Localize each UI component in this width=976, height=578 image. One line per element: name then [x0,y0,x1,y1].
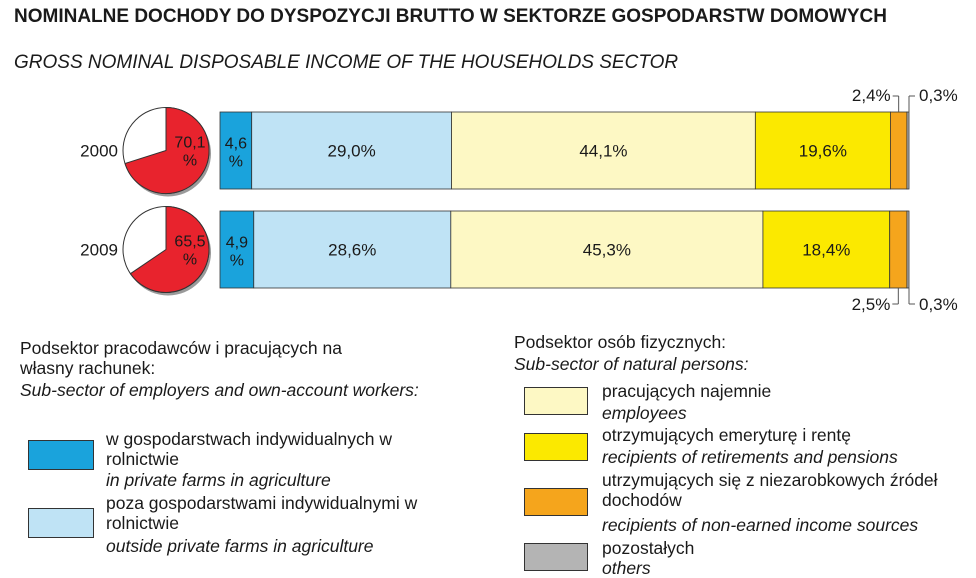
legend-label-outside-farms: poza gospodarstwami indywidualnymi w rol… [106,493,418,533]
pie-slice-2009 [129,205,210,293]
data-label-2009-outside_farms: 28,6% [328,241,376,260]
legend-label-private-farms-en: in private farms in agriculture [106,470,331,490]
legend-swatch-retirement [524,433,588,461]
legend-swatch-others [524,543,588,571]
bar-2000-non_earned [889,111,908,190]
bar-2009-non_earned [889,210,908,289]
legend-group2-title: Podsektor osób fizycznych: [514,332,727,352]
bar-2009-employees [450,210,764,289]
legend-label-others-en: others [602,558,651,578]
bar-2000-private_farms [219,111,253,190]
data-label-2000-retirement: 19,6% [799,142,847,161]
legend-swatch-outside-farms [28,508,94,538]
data-label-2009-employees: 45,3% [583,241,631,260]
data-label-2000-private_farms: 4,6 [225,136,247,153]
legend-swatch-non-earned [524,488,588,516]
legend-label-retirement-en: recipients of retirements and pensions [602,447,898,467]
callout-label-2009-others: 0,3% [919,295,958,314]
legend-group1-subtitle: Sub-sector of employers and own-account … [20,380,419,400]
legend-label-non-earned: utrzymujących się z niezarobkowych źróde… [602,470,938,510]
pie-label-2000-unit: % [183,153,197,170]
data-label-2009-retirement: 18,4% [802,241,850,260]
chart-subtitle: GROSS NOMINAL DISPOSABLE INCOME OF THE H… [14,52,679,73]
bar-2009-retirement [762,210,891,289]
data-label-2000-private_farms-unit: % [229,154,243,171]
data-label-2009-private_farms: 4,9 [226,235,248,252]
bar-2000-employees [451,111,756,190]
legend-swatch-employees [524,387,588,415]
legend-group2-subtitle: Sub-sector of natural persons: [514,354,749,374]
bar-2009-outside_farms [253,210,452,289]
category-label-2009: 2009 [80,241,118,260]
pie-label-2000: 70,1 [174,135,205,152]
bar-2009-private_farms [219,210,255,289]
callout-label-2000-non_earned: 2,4% [852,86,891,105]
callout-label-2009-non_earned: 2,5% [852,295,891,314]
legend-label-employees: pracujących najemnie [602,381,772,401]
legend-group1-title-pl: Podsektor pracodawców i pracujących na w… [20,338,342,378]
stacked-bar-chart: 29,0% 44,1% 19,6% 4,6% 2,4% 0,3% 2000 70,1% 28,6… [80,86,958,314]
legend-label-private-farms: w gospodarstwach indywidualnych w rolnic… [106,429,392,469]
legend-label-retirement: otrzymujących emeryturę i rentę [602,425,851,445]
data-label-2009-private_farms-unit: % [230,253,244,270]
data-label-2000-outside_farms: 29,0% [327,142,375,161]
legend-label-outside-farms-en: outside private farms in agriculture [106,536,374,556]
bar-2000-retirement [754,111,891,190]
callout-label-2000-others: 0,3% [919,86,958,105]
legend-label-employees-en: employees [602,403,687,423]
category-label-2000: 2000 [80,142,118,161]
data-label-2000-employees: 44,1% [579,142,627,161]
legend-group1-title: Podsektor pracodawców i pracujących na w… [20,338,400,378]
legend-swatch-private-farms [28,440,94,470]
legend-label-others: pozostałych [602,538,695,558]
pie-label-2009: 65,5 [174,234,205,251]
bar-2009-others [906,210,910,289]
bar-2000-others [906,111,910,190]
pie-slice-2000 [124,106,210,194]
pie-label-2009-unit: % [183,252,197,269]
chart-title: NOMINALNE DOCHODY DO DYSPOZYCJI BRUTTO W… [14,6,887,27]
legend-label-non-earned-en: recipients of non-earned income sources [602,515,919,535]
